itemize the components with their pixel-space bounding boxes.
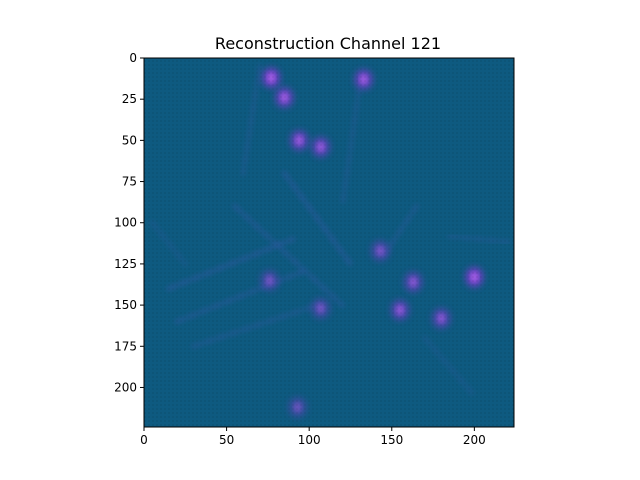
y-tick-label-125: 125	[114, 257, 137, 271]
heatmap-texture	[144, 58, 514, 427]
y-tick-label-0: 0	[129, 51, 137, 65]
plot-frame	[143, 57, 515, 428]
y-tick-label-200: 200	[114, 380, 137, 394]
chart-title: Reconstruction Channel 121	[215, 34, 441, 53]
y-tick-label-100: 100	[114, 216, 137, 230]
x-tick-label-100: 100	[298, 433, 321, 447]
y-tick-label-50: 50	[122, 133, 137, 147]
x-tick-label-200: 200	[463, 433, 486, 447]
y-tick-label-150: 150	[114, 298, 137, 312]
x-tick-label-150: 150	[380, 433, 403, 447]
heatmap-plot-area	[144, 58, 514, 427]
y-tick-label-175: 175	[114, 339, 137, 353]
y-tick-label-25: 25	[122, 92, 137, 106]
x-axis: 0 50 100 150 200	[140, 427, 486, 447]
x-tick-label-0: 0	[140, 433, 148, 447]
y-tick-label-75: 75	[122, 175, 137, 189]
y-axis: 0 25 50 75 100 125 150 175 200	[114, 51, 144, 394]
x-tick-label-50: 50	[219, 433, 234, 447]
